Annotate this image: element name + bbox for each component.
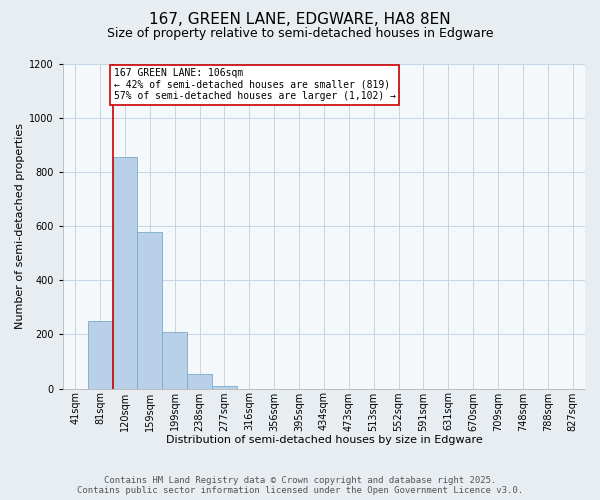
Bar (162, 332, 187, 388)
Text: Size of property relative to semi-detached houses in Edgware: Size of property relative to semi-detach… (107, 28, 493, 40)
Bar (137, 232, 162, 388)
Bar (113, 158, 137, 388)
X-axis label: Distribution of semi-detached houses by size in Edgware: Distribution of semi-detached houses by … (166, 435, 482, 445)
Text: 167 GREEN LANE: 106sqm
← 42% of semi-detached houses are smaller (819)
57% of se: 167 GREEN LANE: 106sqm ← 42% of semi-det… (114, 68, 396, 102)
Bar (187, 374, 212, 388)
Text: Contains HM Land Registry data © Crown copyright and database right 2025.
Contai: Contains HM Land Registry data © Crown c… (77, 476, 523, 495)
Bar (88, 322, 113, 388)
Bar (212, 386, 237, 388)
Y-axis label: Number of semi-detached properties: Number of semi-detached properties (15, 124, 25, 330)
Text: 167, GREEN LANE, EDGWARE, HA8 8EN: 167, GREEN LANE, EDGWARE, HA8 8EN (149, 12, 451, 28)
